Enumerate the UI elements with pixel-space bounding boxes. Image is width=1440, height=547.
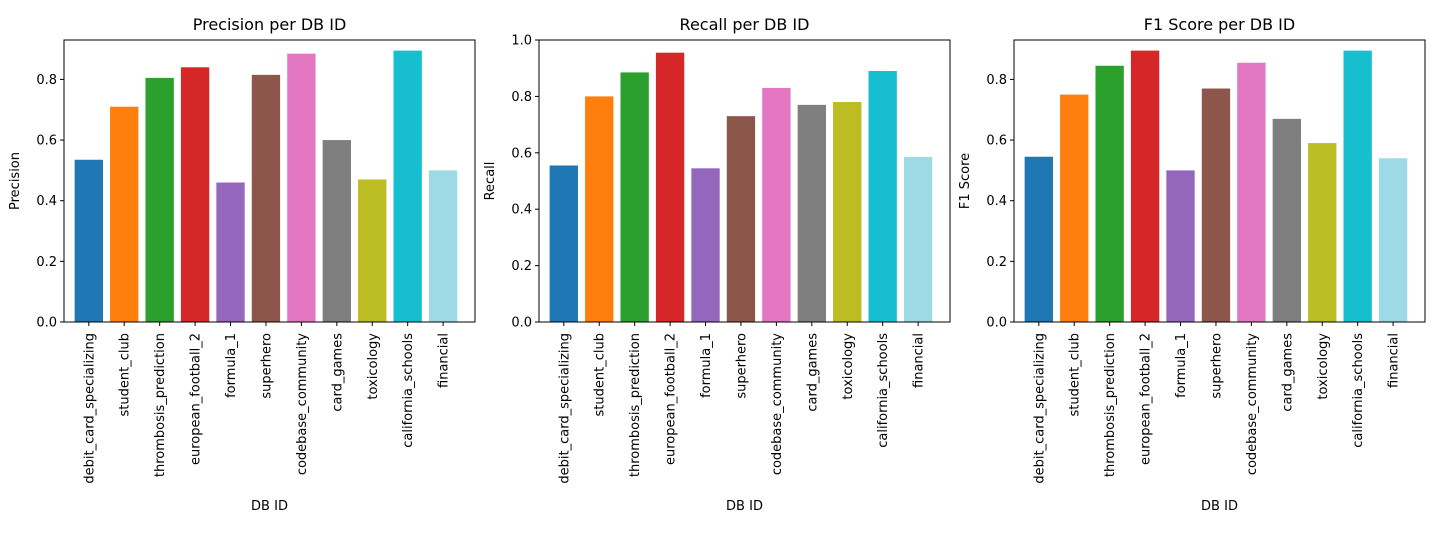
bar-formula-1 <box>216 182 245 322</box>
y-tick-label: 0.0 <box>511 316 532 331</box>
bar-codebase-community <box>762 87 791 322</box>
plot-frame <box>1013 39 1426 323</box>
bar-california-schools <box>1343 50 1372 323</box>
y-tick-label: 0.8 <box>36 73 57 88</box>
bar-debit-card-specializing <box>74 159 103 322</box>
y-tick-label: 0.0 <box>36 316 57 331</box>
bar-codebase-community <box>1237 62 1266 323</box>
bar-financial <box>1378 158 1408 322</box>
bar-formula-1 <box>691 168 720 322</box>
y-axis-label: Recall <box>483 162 498 201</box>
y-tick-label: 0.6 <box>986 134 1007 149</box>
x-tick-label: thrombosis_prediction <box>153 333 168 477</box>
y-tick-label: 0.2 <box>511 259 532 274</box>
bar-thrombosis-prediction <box>145 77 174 323</box>
x-tick-label: card_games <box>1280 333 1295 412</box>
x-tick-label: debit_card_specializing <box>1032 333 1047 484</box>
chart-title: Recall per DB ID <box>680 15 810 34</box>
bar-debit-card-specializing <box>1024 156 1053 322</box>
x-tick-label: card_games <box>805 333 820 412</box>
x-tick-label: european_football_2 <box>1139 333 1154 465</box>
y-tick-label: 0.6 <box>36 134 57 149</box>
recall-chart: Recall per DB ID DB ID Recall 0.0 0.2 0.4 0… <box>483 15 951 514</box>
x-tick-label: financial <box>912 333 927 388</box>
x-tick-label: superhero <box>734 333 749 399</box>
bar-formula-1 <box>1166 170 1195 322</box>
x-tick-label: thrombosis_prediction <box>628 333 643 477</box>
x-tick-label: california_schools <box>1351 333 1366 448</box>
y-axis-label: F1 Score <box>958 153 973 209</box>
chart-title: F1 Score per DB ID <box>1144 15 1295 34</box>
bar-debit-card-specializing <box>549 165 578 322</box>
precision-chart: Precision per DB ID DB ID Precision 0.0 0… <box>8 15 476 514</box>
bar-thrombosis-prediction <box>620 72 649 323</box>
bar-european-football-2 <box>180 67 210 322</box>
y-tick-label: 0.2 <box>986 255 1007 270</box>
x-tick-label: toxicology <box>1316 333 1331 400</box>
bar-card-games <box>797 104 826 322</box>
y-tick-label: 0.4 <box>36 194 57 209</box>
x-tick-label: financial <box>437 333 452 388</box>
bar-california-schools <box>868 71 897 323</box>
x-axis-label: DB ID <box>251 499 288 514</box>
y-tick-label: 0.8 <box>511 90 532 105</box>
x-tick-label: student_club <box>593 333 608 416</box>
bar-superhero <box>726 116 756 322</box>
x-tick-label: toxicology <box>366 333 381 400</box>
bar-superhero <box>251 74 281 323</box>
x-tick-label: formula_1 <box>699 333 714 398</box>
bar-california-schools <box>393 50 422 323</box>
bar-student-club <box>1060 94 1089 322</box>
bar-toxicology <box>833 102 862 322</box>
x-tick-label: european_football_2 <box>664 333 679 465</box>
y-tick-label: 0.4 <box>511 203 532 218</box>
x-tick-label: debit_card_specializing <box>557 333 572 484</box>
bar-card-games <box>1272 118 1301 322</box>
x-tick-label: student_club <box>118 333 133 416</box>
y-tick-label: 0.0 <box>986 316 1007 331</box>
y-tick-label: 0.2 <box>36 255 57 270</box>
x-axis-label: DB ID <box>726 499 763 514</box>
bar-financial <box>903 157 933 322</box>
y-tick-label: 0.4 <box>986 194 1007 209</box>
x-tick-label: formula_1 <box>224 333 239 398</box>
x-tick-label: toxicology <box>841 333 856 400</box>
x-axis-label: DB ID <box>1201 499 1238 514</box>
x-tick-label: financial <box>1387 333 1402 388</box>
x-tick-label: california_schools <box>401 333 416 448</box>
x-tick-label: debit_card_specializing <box>82 333 97 484</box>
x-tick-label: codebase_community <box>1245 333 1260 475</box>
bar-european-football-2 <box>655 52 685 322</box>
x-tick-label: codebase_community <box>770 333 785 475</box>
bar-student-club <box>110 106 139 323</box>
y-tick-label: 0.6 <box>511 146 532 161</box>
bar-toxicology <box>1308 143 1337 322</box>
bar-student-club <box>585 96 614 323</box>
bar-superhero <box>1201 88 1231 323</box>
y-axis-label: Precision <box>8 152 23 210</box>
bar-card-games <box>322 140 351 322</box>
x-tick-label: thrombosis_prediction <box>1103 333 1118 477</box>
x-tick-label: codebase_community <box>295 333 310 475</box>
x-tick-label: european_football_2 <box>189 333 204 465</box>
f1-score-chart: F1 Score per DB ID DB ID F1 Score 0.0 0.2… <box>958 15 1426 514</box>
bar-financial <box>428 170 458 322</box>
x-tick-label: california_schools <box>876 333 891 448</box>
plot-frame <box>63 39 476 323</box>
plot-frame <box>538 39 951 323</box>
x-tick-label: superhero <box>259 333 274 399</box>
bar-toxicology <box>358 179 387 322</box>
y-tick-label: 1.0 <box>511 34 532 49</box>
x-tick-label: formula_1 <box>1174 333 1189 398</box>
y-tick-label: 0.8 <box>986 73 1007 88</box>
bar-thrombosis-prediction <box>1095 65 1124 323</box>
bar-european-football-2 <box>1130 50 1160 323</box>
bar-codebase-community <box>287 53 316 323</box>
chart-title: Precision per DB ID <box>193 15 347 34</box>
x-tick-label: student_club <box>1068 333 1083 416</box>
x-tick-label: card_games <box>330 333 345 412</box>
x-tick-label: superhero <box>1209 333 1224 399</box>
